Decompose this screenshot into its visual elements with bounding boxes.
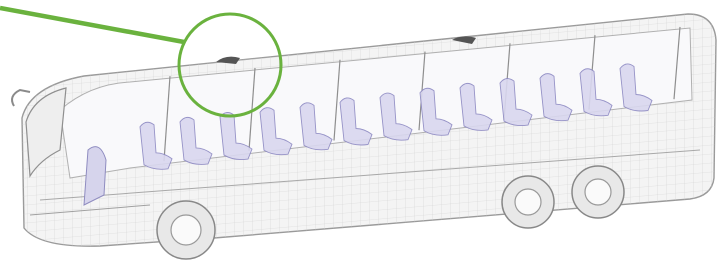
rim (515, 189, 541, 215)
rear-wheel (572, 166, 624, 218)
page: {} (() => { const data = JSON.parse(docu… (0, 0, 722, 260)
front-wheel (157, 201, 215, 259)
callout-line (0, 8, 184, 42)
rim (171, 215, 201, 245)
mirror (12, 90, 30, 106)
bus-illustration (0, 0, 722, 260)
rear-wheel (502, 176, 554, 228)
rim (585, 179, 611, 205)
